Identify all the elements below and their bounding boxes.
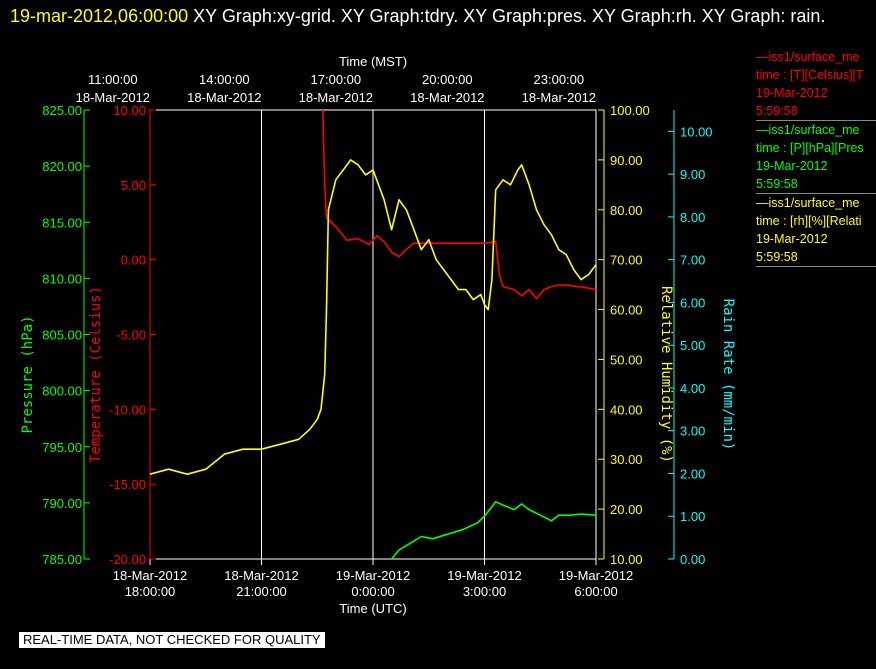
y-tick-label-rh: 80.00 xyxy=(610,203,643,218)
x-top-tick-label-date: 18-Mar-2012 xyxy=(76,90,150,105)
legend-line: 19-Mar-2012 xyxy=(756,232,828,246)
legend-entry-temperature[interactable]: —iss1/surface_me time : [T][Celsius][T 1… xyxy=(756,48,876,121)
y-tick-label-pressure: 820.00 xyxy=(42,159,82,174)
y-tick-label-rain: 2.00 xyxy=(680,466,705,481)
legend-line: time : [P][hPa][Pres xyxy=(756,141,864,155)
y-tick-label-temperature: -20.00 xyxy=(109,552,146,567)
x-top-tick-label-date: 18-Mar-2012 xyxy=(410,90,484,105)
legend: —iss1/surface_me time : [T][Celsius][T 1… xyxy=(756,48,876,267)
y-tick-label-rain: 1.00 xyxy=(680,509,705,524)
x-top-tick-label-time: 17:00:00 xyxy=(311,72,362,87)
header-timestamp: 19-mar-2012,06:00:00 xyxy=(10,6,189,26)
y-tick-label-rain: 7.00 xyxy=(680,253,705,268)
legend-line: time : [T][Celsius][T xyxy=(756,68,864,82)
y-tick-label-pressure: 785.00 xyxy=(42,552,82,567)
y-tick-label-pressure: 790.00 xyxy=(42,496,82,511)
x-top-tick-label-time: 23:00:00 xyxy=(534,72,585,87)
y-tick-label-temperature: 10.00 xyxy=(113,103,146,118)
legend-line: —iss1/surface_me xyxy=(756,50,860,64)
legend-line: time : [rh][%][Relati xyxy=(756,214,862,228)
x-top-tick-label-date: 18-Mar-2012 xyxy=(299,90,373,105)
x-top-tick-label-time: 14:00:00 xyxy=(199,72,250,87)
legend-entry-pressure[interactable]: —iss1/surface_me time : [P][hPa][Pres 19… xyxy=(756,121,876,194)
x-tick-label-date: 18-Mar-2012 xyxy=(224,568,298,583)
x-tick-label-date: 19-Mar-2012 xyxy=(559,568,633,583)
y-tick-label-rh: 70.00 xyxy=(610,253,643,268)
y-tick-label-temperature: -5.00 xyxy=(116,328,146,343)
x-tick-label-date: 19-Mar-2012 xyxy=(447,568,521,583)
y-tick-label-rain: 6.00 xyxy=(680,295,705,310)
y-tick-label-rh: 20.00 xyxy=(610,502,643,517)
x-tick-label-time: 6:00:00 xyxy=(574,584,617,599)
x-tick-label-date: 18-Mar-2012 xyxy=(113,568,187,583)
x-top-tick-label-date: 18-Mar-2012 xyxy=(187,90,261,105)
x-top-tick-label-time: 11:00:00 xyxy=(88,72,138,87)
x-top-tick-label-date: 18-Mar-2012 xyxy=(522,90,596,105)
quality-notice: REAL-TIME DATA, NOT CHECKED FOR QUALITY xyxy=(19,632,325,648)
series-line-pressure xyxy=(390,500,597,560)
legend-line: 19-Mar-2012 xyxy=(756,86,828,100)
y-tick-label-pressure: 805.00 xyxy=(42,328,82,343)
y-tick-label-rain: 5.00 xyxy=(680,338,705,353)
y-axis-title-temperature: Temperature (Celsius) xyxy=(88,286,104,463)
legend-line: 5:59:58 xyxy=(756,104,798,118)
legend-line: 5:59:58 xyxy=(756,177,798,191)
y-tick-label-rh: 100.00 xyxy=(610,103,650,118)
y-tick-label-rain: 10.00 xyxy=(680,124,713,139)
legend-line: —iss1/surface_me xyxy=(756,196,860,210)
x-axis-title-bottom: Time (UTC) xyxy=(339,601,406,616)
legend-line: 5:59:58 xyxy=(756,250,798,264)
legend-entry-rh[interactable]: —iss1/surface_me time : [rh][%][Relati 1… xyxy=(756,194,876,267)
y-tick-label-temperature: -10.00 xyxy=(109,402,146,417)
legend-line: —iss1/surface_me xyxy=(756,123,860,137)
y-axis-title-rain: Rain Rate (mm/min) xyxy=(720,299,736,451)
x-tick-label-time: 18:00:00 xyxy=(125,584,176,599)
y-tick-label-pressure: 800.00 xyxy=(42,384,82,399)
y-tick-label-temperature: 5.00 xyxy=(121,178,146,193)
y-tick-label-rh: 40.00 xyxy=(610,402,643,417)
y-tick-label-rain: 4.00 xyxy=(680,381,705,396)
y-tick-label-rain: 3.00 xyxy=(680,424,705,439)
y-tick-label-rh: 10.00 xyxy=(610,552,643,567)
legend-line: 19-Mar-2012 xyxy=(756,159,828,173)
x-tick-label-date: 19-Mar-2012 xyxy=(336,568,410,583)
header: 19-mar-2012,06:00:00 XY Graph:xy-grid. X… xyxy=(10,2,860,31)
series-line-rh xyxy=(149,159,597,476)
y-tick-label-temperature: 0.00 xyxy=(121,253,146,268)
y-tick-label-pressure: 825.00 xyxy=(42,103,82,118)
series-line-temperature xyxy=(322,109,597,300)
y-tick-label-rh: 30.00 xyxy=(610,452,643,467)
y-tick-label-rain: 0.00 xyxy=(680,552,705,567)
x-tick-label-time: 3:00:00 xyxy=(463,584,506,599)
y-tick-label-temperature: -15.00 xyxy=(109,477,146,492)
y-tick-label-pressure: 810.00 xyxy=(42,271,82,286)
y-axis-title-pressure: Pressure (hPa) xyxy=(20,315,36,433)
x-tick-label-time: 0:00:00 xyxy=(351,584,394,599)
x-top-tick-label-time: 20:00:00 xyxy=(422,72,473,87)
x-tick-label-time: 21:00:00 xyxy=(236,584,287,599)
y-axis-title-rh: Relative Humidity (%) xyxy=(658,286,674,463)
y-tick-label-pressure: 815.00 xyxy=(42,215,82,230)
y-tick-label-rh: 50.00 xyxy=(610,352,643,367)
header-title: XY Graph:xy-grid. XY Graph:tdry. XY Grap… xyxy=(193,6,826,26)
x-axis-title-top: Time (MST) xyxy=(339,54,407,69)
y-tick-label-rh: 60.00 xyxy=(610,303,643,318)
y-tick-label-rh: 90.00 xyxy=(610,153,643,168)
y-tick-label-rain: 8.00 xyxy=(680,210,705,225)
y-tick-label-pressure: 795.00 xyxy=(42,440,82,455)
y-tick-label-rain: 9.00 xyxy=(680,167,705,182)
